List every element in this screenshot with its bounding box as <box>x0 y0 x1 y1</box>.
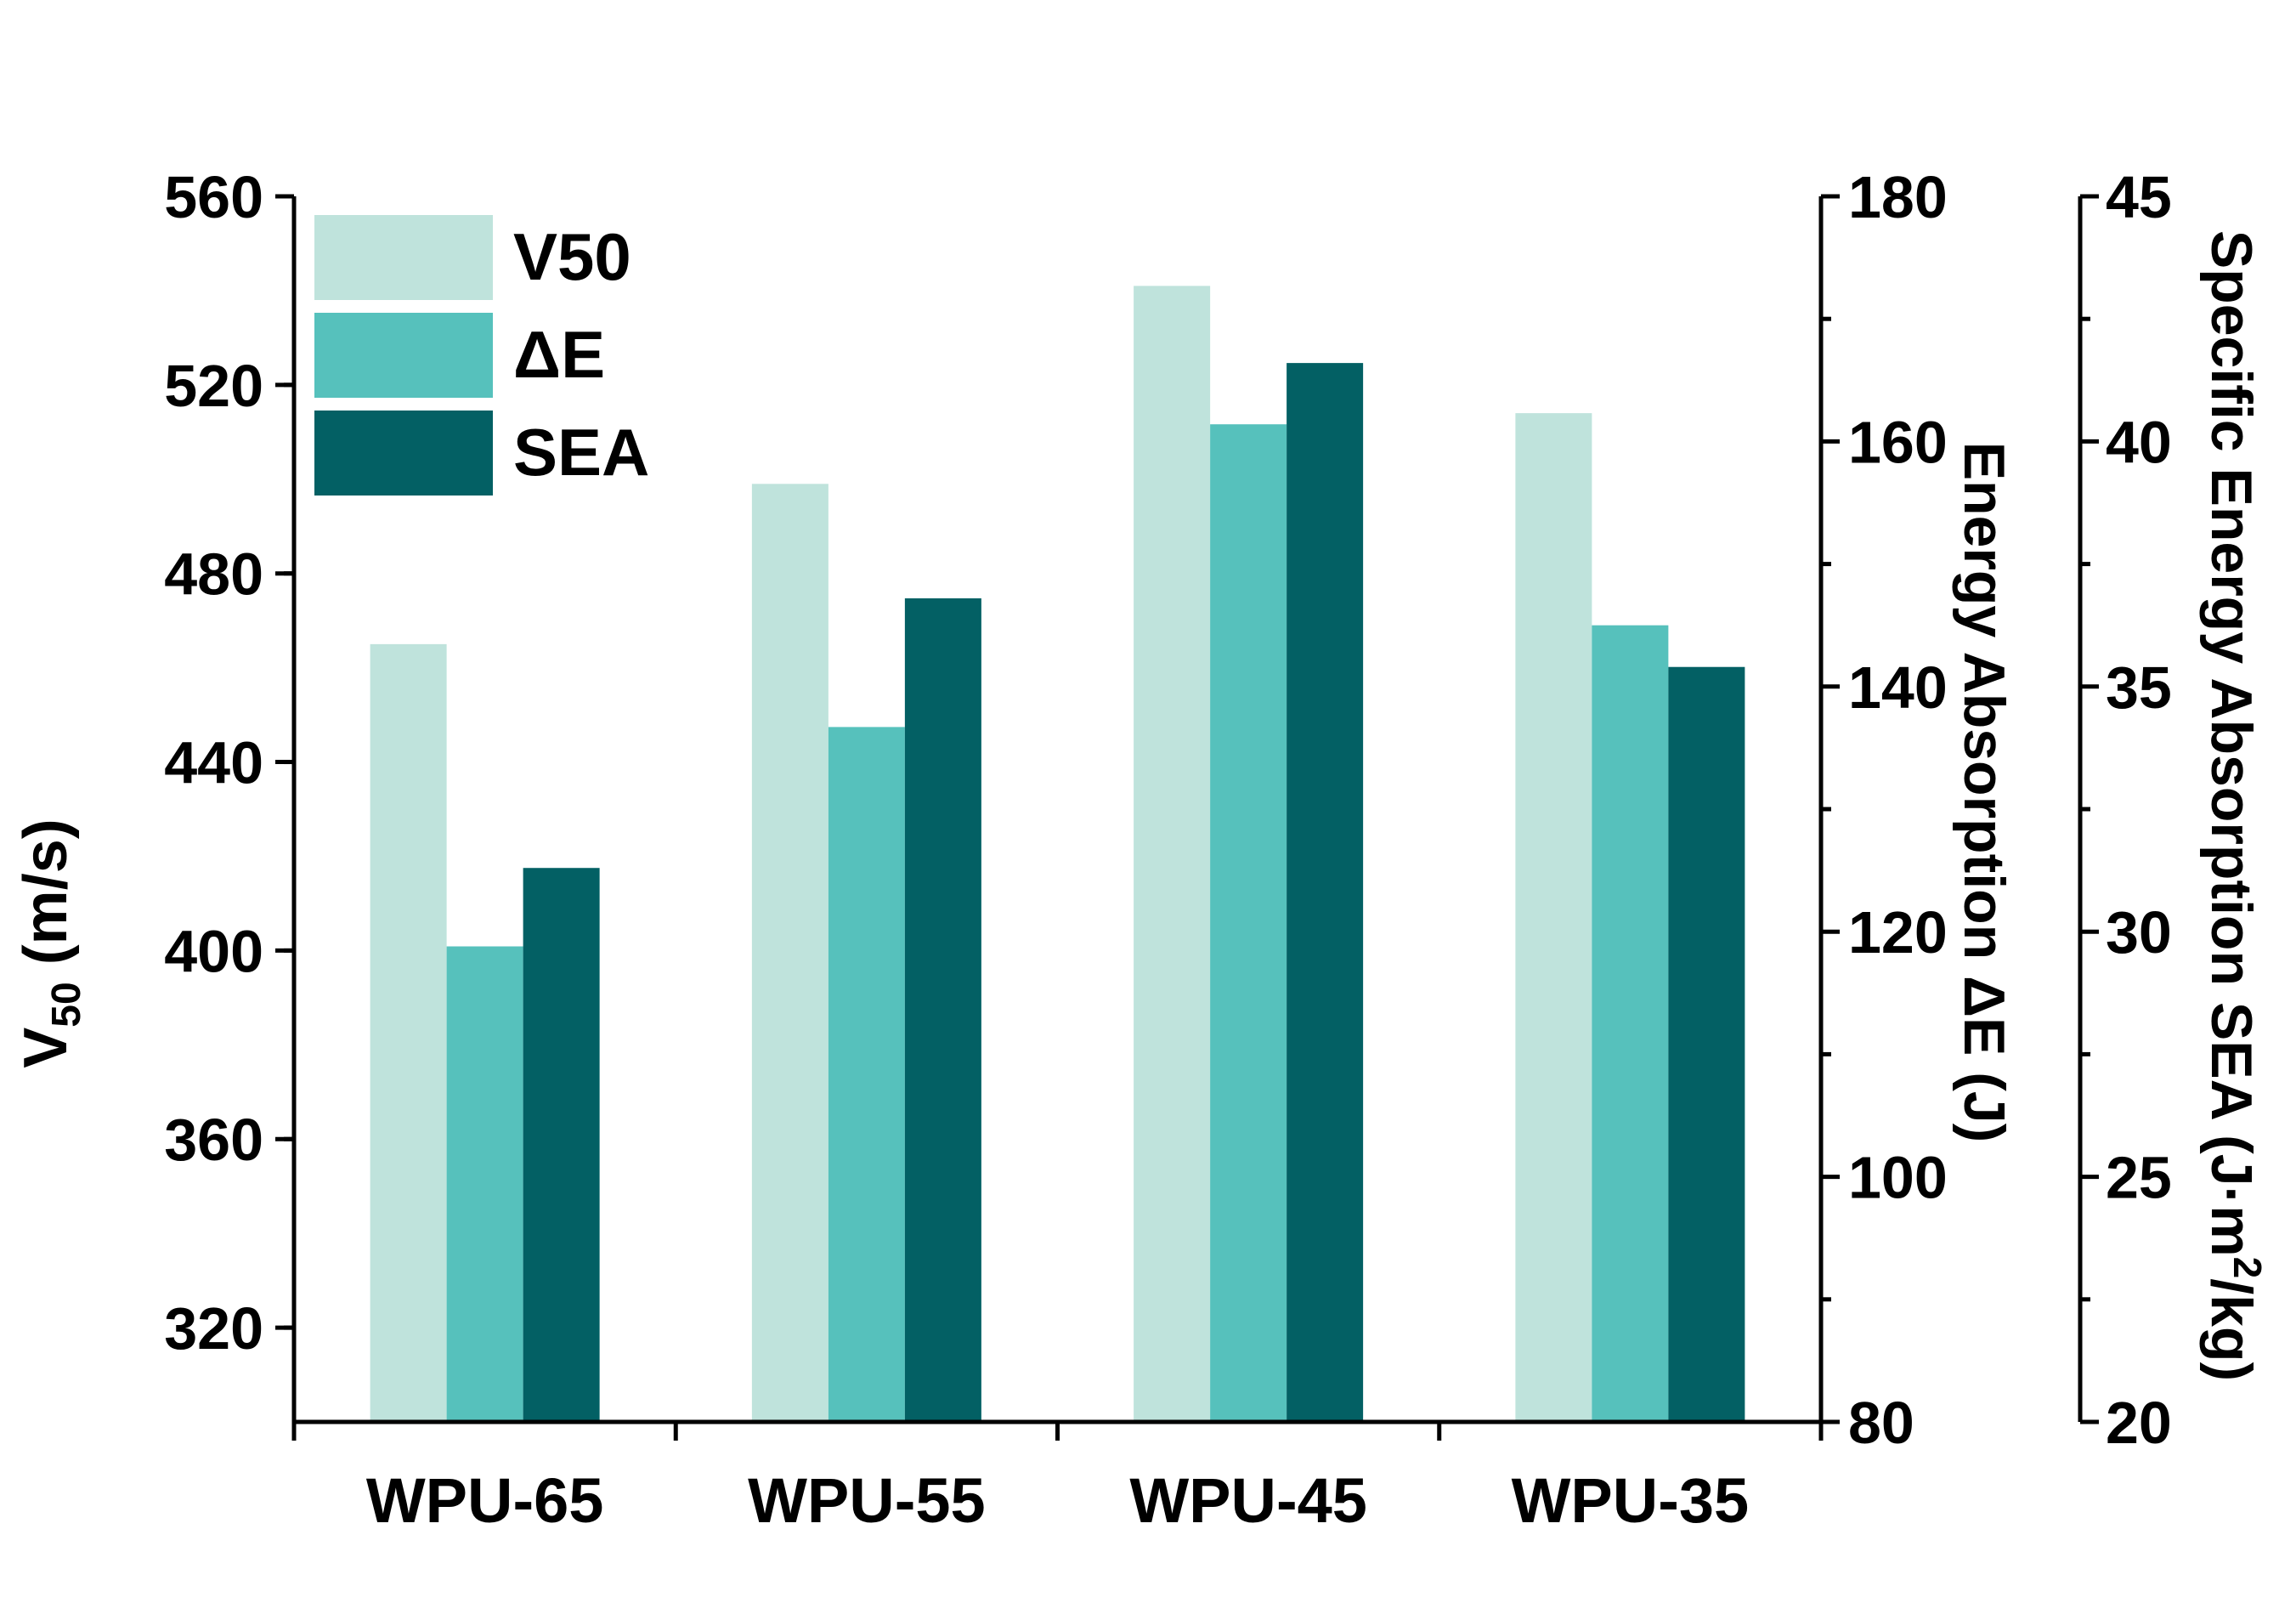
x-tick-label: WPU-35 <box>1512 1465 1750 1536</box>
bar-wpu-65-series-3 <box>523 868 600 1422</box>
right-2-tick-label: 35 <box>2106 654 2172 721</box>
right-2-tick-label: 30 <box>2106 899 2172 966</box>
legend-swatch-1 <box>314 215 493 300</box>
bar-wpu-55-series-1 <box>751 484 828 1422</box>
right-1-tick-label: 120 <box>1848 899 1948 966</box>
left-tick-label: 440 <box>164 730 263 796</box>
left-tick-label: 320 <box>164 1295 263 1362</box>
right-1-tick-label: 80 <box>1848 1390 1914 1456</box>
bar-wpu-65-series-1 <box>370 643 447 1422</box>
left-tick-label: 560 <box>164 164 263 230</box>
right-axis-2-label: Specific Energy Absorption SEA (J·m2/kg) <box>2199 230 2270 1381</box>
x-tick-label: WPU-65 <box>366 1465 604 1536</box>
bar-wpu-55-series-2 <box>828 727 905 1422</box>
bar-wpu-35-series-2 <box>1592 625 1669 1422</box>
left-tick-label: 360 <box>164 1107 263 1173</box>
right-1-tick-label: 160 <box>1848 409 1948 475</box>
legend: V50 ΔE SEA <box>314 215 649 496</box>
bar-wpu-65-series-2 <box>446 946 523 1422</box>
legend-label-1: V50 <box>513 219 631 294</box>
left-tick-label: 400 <box>164 918 263 984</box>
left-axis-label: V50 (m/s) <box>12 818 89 1068</box>
x-tick-label: WPU-55 <box>748 1465 986 1536</box>
bar-wpu-45-series-2 <box>1210 424 1287 1422</box>
left-tick-label: 480 <box>164 541 263 608</box>
right-2-tick-label: 20 <box>2106 1390 2172 1456</box>
x-tick-label: WPU-45 <box>1129 1465 1367 1536</box>
bar-wpu-45-series-1 <box>1134 286 1211 1422</box>
bars-layer <box>370 286 1745 1423</box>
legend-swatch-2 <box>314 313 493 398</box>
legend-swatch-3 <box>314 411 493 496</box>
right-2-tick-label: 40 <box>2106 409 2172 475</box>
right-2-tick-label: 45 <box>2106 164 2172 230</box>
legend-label-3: SEA <box>513 415 649 490</box>
right-1-tick-label: 140 <box>1848 654 1948 721</box>
axes-layer: WPU-65 WPU-55 WPU-45 WPU-35 320 360 400 440 480 5… <box>164 164 2172 1536</box>
bar-wpu-35-series-1 <box>1515 413 1592 1423</box>
bar-wpu-45-series-3 <box>1287 363 1364 1422</box>
right-axis-1-label: Energy Absorption ΔE (J) <box>1952 442 2016 1143</box>
bar-wpu-55-series-3 <box>904 597 981 1422</box>
left-tick-label: 520 <box>164 353 263 419</box>
bar-wpu-35-series-3 <box>1668 666 1745 1422</box>
legend-label-2: ΔE <box>513 317 605 392</box>
right-1-tick-label: 180 <box>1848 164 1948 230</box>
right-2-tick-label: 25 <box>2106 1145 2172 1211</box>
right-1-tick-label: 100 <box>1848 1145 1948 1211</box>
